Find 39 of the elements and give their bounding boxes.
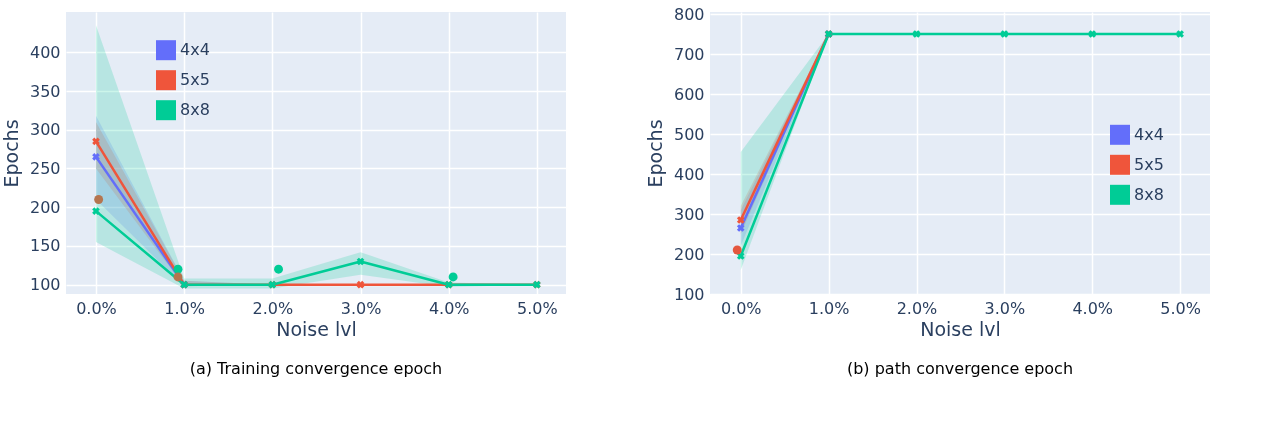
x-tick-label: 3.0% (984, 298, 1026, 318)
x-tick-label: 0.0% (76, 298, 117, 318)
y-tick-label: 100 (29, 275, 61, 295)
legend-label: 8x8 (180, 100, 210, 120)
x-tick-label: 4.0% (428, 298, 470, 318)
x-tick-label: 1.0% (808, 298, 850, 318)
legend-label: 5x5 (180, 70, 210, 90)
y-tick-label: 250 (29, 158, 61, 178)
x-tick-label: 4.0% (1072, 298, 1114, 318)
y-tick-label: 300 (673, 204, 705, 224)
y-tick-label: 300 (29, 120, 61, 140)
x-tick-label: 2.0% (252, 298, 294, 318)
y-tick-label: 350 (29, 81, 61, 101)
x-tick-label: 3.0% (340, 298, 382, 318)
y-tick-label: 400 (673, 164, 705, 184)
x-axis-title: Noise lvl (276, 317, 357, 340)
y-tick-label: 600 (673, 84, 705, 104)
y-axis-title: Epochs (0, 119, 22, 188)
y-tick-label: 100 (673, 284, 705, 304)
legend-label: 5x5 (1134, 154, 1164, 174)
legend-label: 4x4 (1134, 124, 1164, 144)
y-tick-label: 200 (29, 197, 61, 217)
x-tick-label: 2.0% (896, 298, 938, 318)
legend-label: 4x4 (180, 40, 210, 60)
text: (a) Training convergence epoch (189, 359, 443, 378)
y-tick-label: 150 (29, 236, 61, 256)
y-tick-label: 200 (673, 244, 705, 264)
y-tick-label: 400 (29, 42, 61, 62)
x-tick-label: 5.0% (1160, 298, 1201, 318)
legend-label: 8x8 (1134, 184, 1164, 204)
x-tick-label: 0.0% (720, 298, 762, 318)
y-axis-title: Epochs (643, 119, 666, 188)
x-tick-label: 5.0% (517, 298, 558, 318)
x-tick-label: 1.0% (164, 298, 205, 318)
y-tick-label: 500 (673, 124, 705, 144)
x-axis-title: Noise lvl (920, 317, 1001, 340)
y-tick-label: 800 (673, 4, 705, 24)
text: (b) path convergence epoch (846, 359, 1074, 378)
y-tick-label: 700 (673, 44, 705, 64)
